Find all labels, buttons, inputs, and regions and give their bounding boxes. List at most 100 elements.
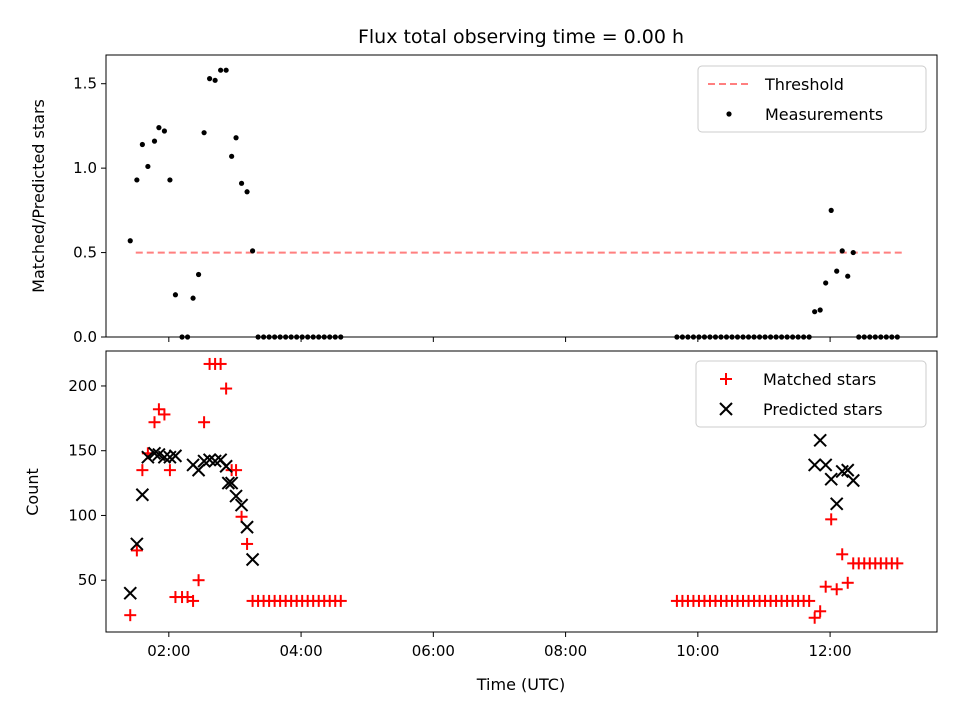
matched-stars-point bbox=[192, 574, 205, 587]
x-tick-label: 04:00 bbox=[279, 642, 322, 660]
x-tick-label: 02:00 bbox=[147, 642, 190, 660]
legend-measurements-label: Measurements bbox=[765, 105, 883, 124]
count-y-tick-label: 100 bbox=[68, 506, 97, 524]
ratio-y-tick-label: 1.0 bbox=[73, 159, 97, 177]
count-plot-area bbox=[123, 357, 904, 624]
predicted-stars-point bbox=[157, 450, 172, 464]
legend-matched-label: Matched stars bbox=[763, 370, 876, 389]
x-axis-label: Time (UTC) bbox=[476, 675, 565, 694]
ratio-y-tick-label: 0.5 bbox=[73, 244, 97, 262]
count-y-axis: 50 100 150 200 bbox=[68, 377, 106, 589]
count-axes-frame bbox=[105, 350, 938, 633]
ratio-y-tick-label: 1.5 bbox=[73, 75, 97, 93]
legend-measurements-swatch bbox=[726, 111, 732, 117]
matched-stars-point bbox=[124, 609, 137, 622]
ratio-axes-frame bbox=[105, 54, 938, 338]
measurement-point bbox=[190, 295, 196, 301]
x-tick-label: 10:00 bbox=[676, 642, 719, 660]
matched-stars-point bbox=[819, 580, 832, 593]
count-y-tick-label: 150 bbox=[68, 442, 97, 460]
matched-stars-point bbox=[130, 544, 143, 557]
measurement-point bbox=[127, 238, 133, 244]
legend-threshold-label: Threshold bbox=[764, 75, 844, 94]
measurement-point bbox=[167, 177, 173, 183]
predicted-stars-point bbox=[807, 458, 822, 472]
measurement-point bbox=[172, 292, 179, 298]
matched-stars-point bbox=[803, 594, 816, 607]
measurement-point bbox=[828, 207, 834, 213]
x-tick-label: 12:00 bbox=[808, 642, 851, 660]
count-x-axis: 02:00 04:00 06:00 08:00 10:00 12:00 bbox=[147, 632, 852, 660]
matched-stars-point bbox=[187, 594, 200, 607]
measurement-point bbox=[817, 307, 823, 313]
count-legend-box bbox=[695, 360, 927, 428]
matched-stars-point bbox=[214, 357, 227, 370]
measurement-point bbox=[233, 135, 239, 141]
matched-stars-point bbox=[163, 464, 176, 477]
measurement-point bbox=[156, 125, 162, 131]
predicted-stars-point bbox=[123, 586, 137, 600]
count-panel: 50 100 150 200 02:00 04:00 06:00 08:00 10:00 12:… bbox=[23, 350, 938, 694]
ratio-panel: Flux total observing time = 0.00 h 0.00.… bbox=[29, 26, 938, 346]
predicted-stars-point bbox=[234, 498, 249, 512]
measurement-point bbox=[834, 268, 840, 274]
predicted-stars-point bbox=[221, 476, 236, 490]
measurement-point bbox=[823, 280, 829, 286]
measurement-point bbox=[218, 67, 224, 73]
ratio-plot-area bbox=[127, 67, 902, 340]
predicted-stars-point bbox=[813, 433, 827, 448]
matched-stars-point bbox=[148, 416, 161, 429]
x-tick-label: 08:00 bbox=[544, 642, 587, 660]
ratio-legend: Threshold Measurements bbox=[697, 65, 927, 133]
measurement-point bbox=[850, 249, 856, 256]
matched-stars-point bbox=[136, 464, 149, 477]
measurement-point bbox=[195, 271, 202, 278]
matched-stars-point bbox=[152, 403, 165, 416]
count-legend: Matched stars Predicted stars bbox=[695, 360, 927, 428]
predicted-stars-point bbox=[130, 537, 144, 551]
matched-stars-point bbox=[814, 605, 827, 618]
matched-stars-point bbox=[830, 583, 843, 596]
ratio-y-tick-label: 0.0 bbox=[73, 328, 97, 346]
predicted-stars-point bbox=[824, 472, 838, 486]
matched-stars-point bbox=[841, 576, 854, 589]
measurement-point bbox=[249, 248, 256, 254]
measurement-point bbox=[139, 141, 145, 148]
predicted-stars-point bbox=[219, 459, 233, 473]
measurement-point bbox=[223, 67, 229, 73]
measurement-point bbox=[134, 177, 140, 183]
measurement-point bbox=[212, 77, 218, 83]
ratio-legend-box bbox=[697, 65, 927, 133]
ratio-y-axis-label: Matched/Predicted stars bbox=[29, 99, 48, 293]
matched-stars-point bbox=[198, 416, 211, 429]
predicted-stars-point bbox=[841, 463, 855, 477]
measurement-point bbox=[201, 130, 207, 136]
matched-stars-point bbox=[220, 382, 233, 395]
predicted-stars-point bbox=[245, 552, 260, 567]
predicted-stars-point bbox=[229, 489, 243, 503]
measurement-point bbox=[151, 138, 158, 144]
matched-stars-point bbox=[158, 408, 171, 421]
matched-stars-point bbox=[230, 464, 243, 477]
legend-predicted-swatch bbox=[719, 402, 733, 416]
ratio-x-axis bbox=[168, 337, 831, 342]
measurement-point bbox=[161, 128, 168, 134]
measurement-point bbox=[206, 76, 213, 82]
predicted-stars-point bbox=[846, 473, 860, 488]
x-tick-label: 06:00 bbox=[412, 642, 455, 660]
matched-stars-point bbox=[808, 611, 821, 624]
predicted-stars-point bbox=[191, 463, 206, 477]
matched-stars-point bbox=[891, 557, 904, 570]
measurement-point bbox=[229, 153, 235, 159]
predicted-stars-point bbox=[240, 520, 254, 534]
matched-stars-point bbox=[836, 548, 849, 561]
count-y-tick-label: 50 bbox=[78, 571, 97, 589]
measurement-point bbox=[238, 180, 245, 186]
matched-stars-point bbox=[334, 594, 347, 607]
legend-predicted-label: Predicted stars bbox=[763, 400, 883, 419]
legend-matched-swatch bbox=[720, 373, 732, 385]
measurement-point bbox=[812, 309, 818, 315]
measurement-point bbox=[145, 163, 151, 170]
count-y-tick-label: 200 bbox=[68, 377, 97, 395]
